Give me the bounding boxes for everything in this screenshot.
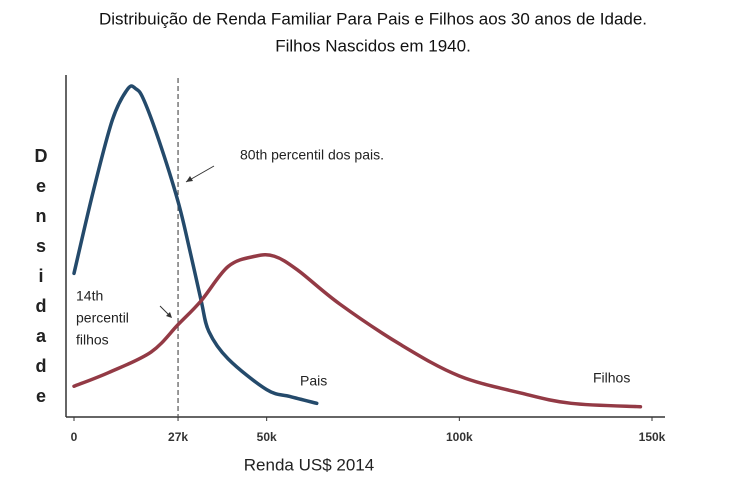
series-label: Pais <box>300 373 327 389</box>
annotation: percentil <box>76 310 129 326</box>
x-tick-label: 100k <box>446 430 473 444</box>
x-axis-label: Renda US$ 2014 <box>244 455 374 474</box>
x-tick-label: 150k <box>639 430 666 444</box>
chart-title: Distribuição de Renda Familiar Para Pais… <box>99 9 647 28</box>
annotation: 80th percentil dos pais. <box>240 147 384 163</box>
annotation: 14th <box>76 288 103 304</box>
line <box>72 253 643 409</box>
chart-subtitle: Filhos Nascidos em 1940. <box>275 36 471 55</box>
x-tick-label: 0 <box>71 430 78 444</box>
arrow-head <box>186 176 193 182</box>
x-tick-label: 50k <box>257 430 277 444</box>
annotation: filhos <box>76 332 109 348</box>
arrow-head <box>166 312 172 318</box>
line <box>72 84 319 406</box>
x-tick-label: 27k <box>168 430 188 444</box>
y-axis-label: Densidade <box>31 146 51 416</box>
series-label: Filhos <box>593 370 630 386</box>
